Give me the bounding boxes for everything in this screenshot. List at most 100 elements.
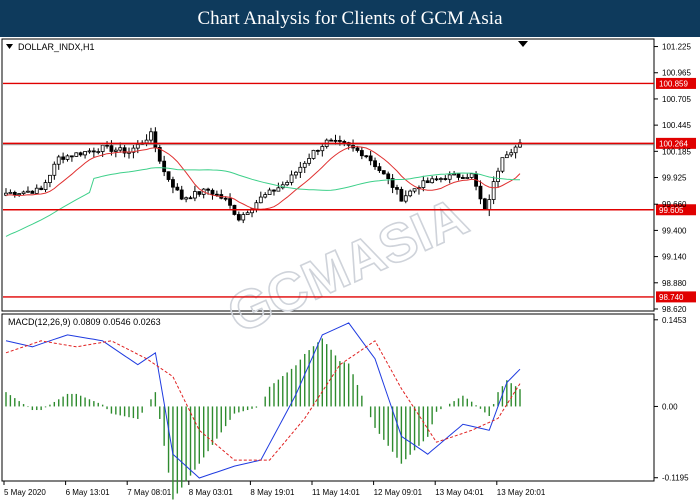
candle	[430, 175, 435, 184]
candle	[263, 192, 268, 199]
candle	[43, 179, 48, 193]
candle	[179, 185, 184, 201]
candle	[395, 184, 399, 195]
price-tick-label: 98.880	[662, 279, 687, 288]
macd-signal-line	[5, 340, 521, 461]
candle	[377, 162, 382, 173]
candle	[482, 197, 487, 211]
candle	[460, 174, 465, 179]
candle	[78, 151, 83, 157]
candle	[373, 157, 377, 170]
candle	[21, 190, 26, 196]
candle	[91, 147, 96, 158]
candle	[69, 155, 74, 162]
macd-tick-label: 0.00	[662, 402, 678, 411]
candle	[412, 188, 417, 194]
candle	[368, 150, 373, 166]
level-badge-label: 100.264	[659, 139, 688, 148]
candle	[465, 173, 470, 180]
candle	[83, 151, 87, 159]
candle	[399, 186, 404, 202]
candle	[386, 171, 391, 185]
candle	[439, 177, 443, 183]
candle	[175, 183, 180, 191]
level-badge	[656, 204, 696, 216]
time-tick-label: 7 May 08:01	[127, 488, 172, 497]
level-badge	[656, 291, 696, 303]
candle	[364, 154, 369, 159]
candle	[267, 187, 272, 195]
candle	[197, 191, 202, 197]
shift-marker-icon	[518, 41, 528, 47]
price-tick-label: 98.620	[662, 305, 687, 314]
candle	[48, 174, 52, 188]
candle	[30, 190, 35, 194]
candle	[149, 127, 153, 143]
candle	[96, 148, 101, 155]
candle	[285, 180, 290, 187]
candle	[8, 189, 13, 194]
price-tick-label: 100.705	[662, 95, 691, 104]
candle	[39, 185, 44, 191]
candle	[469, 173, 474, 180]
time-tick-label: 6 May 13:01	[66, 488, 111, 497]
candle	[302, 161, 307, 174]
time-tick-label: 13 May 04:01	[435, 488, 484, 497]
time-tick-label: 11 May 14:01	[312, 488, 360, 497]
candle	[307, 153, 312, 166]
time-tick-label: 8 May 19:01	[250, 488, 295, 497]
candle	[509, 148, 514, 158]
candle	[272, 189, 276, 196]
ma-slow-line	[5, 167, 520, 237]
candle	[188, 195, 193, 200]
level-badge-label: 99.605	[659, 206, 684, 215]
candle	[162, 155, 167, 177]
candle	[403, 190, 408, 204]
candle	[193, 185, 197, 202]
level-badge-label: 98.740	[659, 293, 684, 302]
candle	[329, 138, 333, 142]
page-title: Chart Analysis for Clients of GCM Asia	[0, 0, 700, 37]
candle	[320, 142, 325, 157]
time-tick-label: 12 May 09:01	[374, 488, 423, 497]
candle	[294, 170, 298, 179]
candle	[87, 148, 92, 154]
candle	[513, 145, 518, 159]
candle	[74, 152, 79, 157]
candle	[61, 152, 66, 164]
candle	[241, 212, 246, 224]
time-tick-label: 13 May 20:01	[497, 488, 546, 497]
candle	[258, 191, 263, 204]
chevron-down-icon	[6, 44, 13, 49]
price-tick-label: 100.965	[662, 69, 691, 78]
candle	[421, 175, 426, 192]
candle	[316, 149, 320, 156]
candle	[26, 186, 30, 193]
candle	[456, 173, 461, 181]
candle	[425, 177, 430, 184]
candle	[443, 175, 448, 181]
time-tick-label: 5 May 2020	[4, 488, 46, 497]
candle	[236, 211, 241, 222]
candle	[166, 171, 171, 182]
level-badge	[656, 77, 696, 89]
candle	[500, 157, 505, 174]
candle	[491, 176, 496, 205]
macd-tick-label: 0.1453	[662, 316, 687, 325]
level-badge	[656, 137, 696, 149]
candle	[504, 151, 509, 159]
candle	[210, 188, 215, 200]
candle	[478, 180, 483, 205]
candle	[496, 167, 500, 188]
price-tick-label: 99.400	[662, 226, 687, 235]
candle	[289, 170, 294, 186]
price-tick-label: 99.140	[662, 253, 687, 262]
candle	[298, 161, 303, 179]
time-tick-label: 8 May 03:01	[189, 488, 234, 497]
candle	[434, 175, 439, 182]
candle	[122, 144, 127, 158]
candle	[56, 154, 61, 170]
candle	[34, 184, 39, 194]
price-tick-label: 100.185	[662, 147, 691, 156]
